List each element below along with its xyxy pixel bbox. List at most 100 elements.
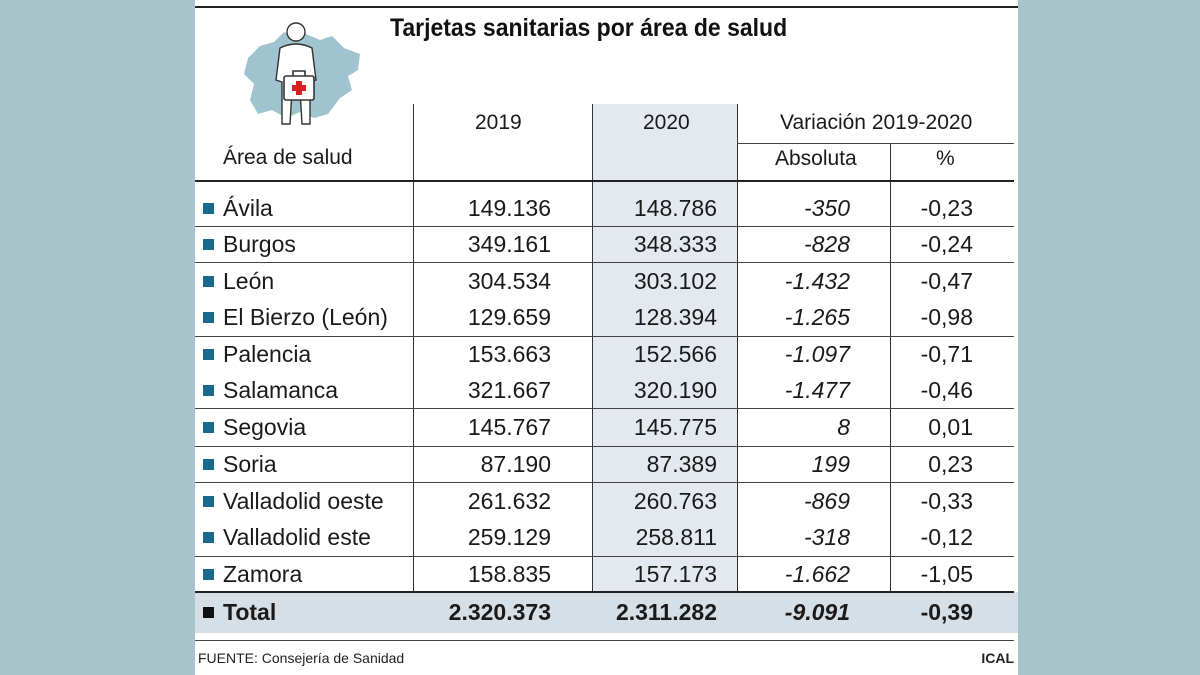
value-2020: 152.566 bbox=[633, 341, 717, 367]
source-note: FUENTE: Consejería de Sanidad bbox=[198, 650, 405, 666]
variation-absolute: 199 bbox=[811, 451, 850, 477]
total-2020: 2.311.282 bbox=[615, 599, 717, 625]
bullet-square-icon bbox=[203, 349, 214, 360]
header-area: Área de salud bbox=[223, 146, 353, 169]
value-2019: 349.161 bbox=[467, 231, 551, 257]
header-2019: 2019 bbox=[475, 111, 522, 134]
table-row: Palencia 153.663 152.566 -1.097 -0,71 bbox=[195, 336, 1018, 372]
total-band bbox=[195, 592, 1018, 633]
variation-absolute: -1.477 bbox=[784, 377, 850, 403]
value-2020: 320.190 bbox=[633, 377, 717, 403]
variation-absolute: -1.662 bbox=[784, 561, 850, 587]
infographic-card: Tarjetas sanitarias por área de salud Ár… bbox=[195, 0, 1018, 675]
header-absolute: Absoluta bbox=[775, 147, 857, 170]
table-row: Salamanca 321.667 320.190 -1.477 -0,46 bbox=[195, 372, 1018, 408]
total-variation-percent: -0,39 bbox=[920, 599, 973, 625]
variation-percent: -1,05 bbox=[920, 561, 973, 587]
area-name: Valladolid oeste bbox=[203, 483, 413, 519]
value-2020: 148.786 bbox=[633, 195, 717, 221]
variation-absolute: -350 bbox=[803, 195, 850, 221]
table-row: Zamora 158.835 157.173 -1.662 -1,05 bbox=[195, 556, 1018, 592]
value-2019: 259.129 bbox=[467, 524, 551, 550]
variation-percent: -0,24 bbox=[920, 231, 973, 257]
variation-absolute: -1.432 bbox=[784, 268, 850, 294]
header-2020: 2020 bbox=[643, 111, 690, 134]
bullet-square-icon bbox=[203, 385, 214, 396]
row-line bbox=[195, 408, 1014, 409]
value-2019: 129.659 bbox=[467, 304, 551, 330]
bullet-square-icon bbox=[203, 532, 214, 543]
table-row: El Bierzo (León) 129.659 128.394 -1.265 … bbox=[195, 299, 1018, 335]
row-line bbox=[195, 262, 1014, 263]
bullet-square-icon bbox=[203, 459, 214, 470]
header-bottom-line bbox=[195, 180, 1014, 182]
divider-abs-pct bbox=[890, 143, 891, 591]
value-2019: 321.667 bbox=[467, 377, 551, 403]
row-line bbox=[195, 336, 1014, 337]
variation-percent: -0,98 bbox=[920, 304, 973, 330]
chart-title: Tarjetas sanitarias por área de salud bbox=[390, 14, 788, 42]
value-2020: 303.102 bbox=[633, 268, 717, 294]
castilla-leon-map-icon bbox=[244, 22, 360, 125]
doctor-with-medical-kit-icon bbox=[275, 22, 317, 125]
area-name: Segovia bbox=[203, 409, 413, 445]
variation-percent: -0,71 bbox=[920, 341, 973, 367]
total-2019: 2.320.373 bbox=[448, 599, 551, 625]
bullet-square-icon bbox=[203, 239, 214, 250]
variation-percent: 0,01 bbox=[928, 414, 973, 440]
value-2019: 145.767 bbox=[467, 414, 551, 440]
value-2020: 260.763 bbox=[633, 488, 717, 514]
row-line bbox=[195, 226, 1014, 227]
header-percent: % bbox=[936, 147, 955, 170]
variation-percent: -0,47 bbox=[920, 268, 973, 294]
variation-absolute: -828 bbox=[803, 231, 850, 257]
table-row: Segovia 145.767 145.775 8 0,01 bbox=[195, 409, 1018, 445]
area-name: Valladolid este bbox=[203, 519, 413, 555]
bullet-square-icon bbox=[203, 203, 214, 214]
bullet-square-icon bbox=[203, 569, 214, 580]
value-2019: 158.835 bbox=[467, 561, 551, 587]
value-2020: 348.333 bbox=[633, 231, 717, 257]
variation-absolute: -318 bbox=[803, 524, 850, 550]
bullet-square-icon bbox=[203, 276, 214, 287]
area-name: Burgos bbox=[203, 226, 413, 262]
divider-2019-2020 bbox=[592, 104, 593, 591]
table-row: Valladolid oeste 261.632 260.763 -869 -0… bbox=[195, 483, 1018, 519]
row-line bbox=[195, 482, 1014, 483]
value-2020: 258.811 bbox=[635, 524, 717, 550]
variation-percent: -0,23 bbox=[920, 195, 973, 221]
divider-area-2019 bbox=[413, 104, 414, 591]
area-name: Salamanca bbox=[203, 372, 413, 408]
value-2020: 87.389 bbox=[646, 451, 717, 477]
top-rule bbox=[195, 6, 1018, 8]
value-2019: 87.190 bbox=[480, 451, 551, 477]
area-name: Soria bbox=[203, 446, 413, 482]
value-2019: 153.663 bbox=[467, 341, 551, 367]
value-2020: 157.173 bbox=[633, 561, 717, 587]
value-2019: 304.534 bbox=[467, 268, 551, 294]
bullet-square-icon bbox=[203, 607, 214, 618]
area-name: El Bierzo (León) bbox=[203, 299, 413, 335]
header-variation: Variación 2019-2020 bbox=[780, 111, 973, 134]
total-label: Total bbox=[203, 594, 413, 630]
divider-2020-variation bbox=[737, 104, 738, 591]
variation-subheader-line bbox=[737, 143, 1014, 144]
table-row: Valladolid este 259.129 258.811 -318 -0,… bbox=[195, 519, 1018, 555]
variation-percent: -0,33 bbox=[920, 488, 973, 514]
agency-credit: ICAL bbox=[981, 650, 1014, 666]
variation-percent: -0,46 bbox=[920, 377, 973, 403]
value-2019: 261.632 bbox=[467, 488, 551, 514]
variation-absolute: -1.265 bbox=[784, 304, 850, 330]
row-line bbox=[195, 556, 1014, 557]
variation-percent: 0,23 bbox=[928, 451, 973, 477]
table-row: Soria 87.190 87.389 199 0,23 bbox=[195, 446, 1018, 482]
table-row: Burgos 349.161 348.333 -828 -0,24 bbox=[195, 226, 1018, 262]
total-row: Total 2.320.373 2.311.282 -9.091 -0,39 bbox=[195, 594, 1018, 630]
area-name: León bbox=[203, 263, 413, 299]
row-line bbox=[195, 446, 1014, 447]
area-name: Palencia bbox=[203, 336, 413, 372]
value-2020: 145.775 bbox=[633, 414, 717, 440]
bullet-square-icon bbox=[203, 496, 214, 507]
variation-percent: -0,12 bbox=[920, 524, 973, 550]
value-2019: 149.136 bbox=[467, 195, 551, 221]
